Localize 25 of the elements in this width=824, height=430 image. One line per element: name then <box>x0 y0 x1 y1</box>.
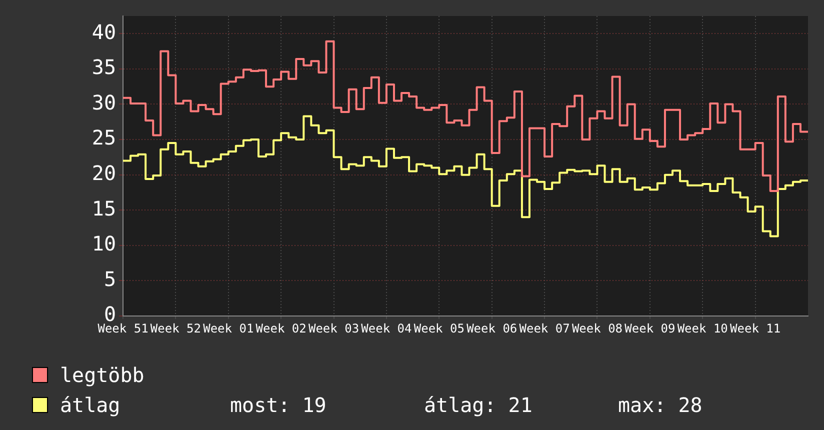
x-tick-label: Week 08 <box>572 321 623 336</box>
x-tick-label: Week 52 <box>150 321 201 336</box>
y-tick-label: 15 <box>92 196 116 220</box>
x-tick-label: Week 04 <box>361 321 412 336</box>
y-tick-label: 5 <box>104 266 116 291</box>
y-tick-label: 40 <box>92 20 116 44</box>
x-tick-label: Week 03 <box>308 321 360 336</box>
x-tick-label: Week 05 <box>414 321 464 336</box>
x-tick-label: Week 06 <box>466 321 518 336</box>
x-tick-label: Week 09 <box>624 321 676 336</box>
y-tick-label: 25 <box>92 126 116 150</box>
x-tick-label: Week 02 <box>256 321 306 336</box>
text: most: 19 <box>230 393 328 417</box>
x-tick-label: Week 01 <box>203 321 254 336</box>
legend-label: legtöbb <box>60 363 146 387</box>
y-tick-label: 20 <box>92 161 116 186</box>
x-tick-label: Week 07 <box>519 321 570 336</box>
text: átlag: 21 <box>424 393 534 417</box>
x-tick-label: Week 11 <box>730 321 781 336</box>
y-tick-label: 10 <box>92 232 116 256</box>
y-tick-label: 35 <box>92 55 116 80</box>
y-tick-label: 30 <box>92 90 116 114</box>
x-tick-label: Week 10 <box>677 321 728 336</box>
text: max: 28 <box>618 393 704 417</box>
legend-label: átlag <box>60 393 122 417</box>
